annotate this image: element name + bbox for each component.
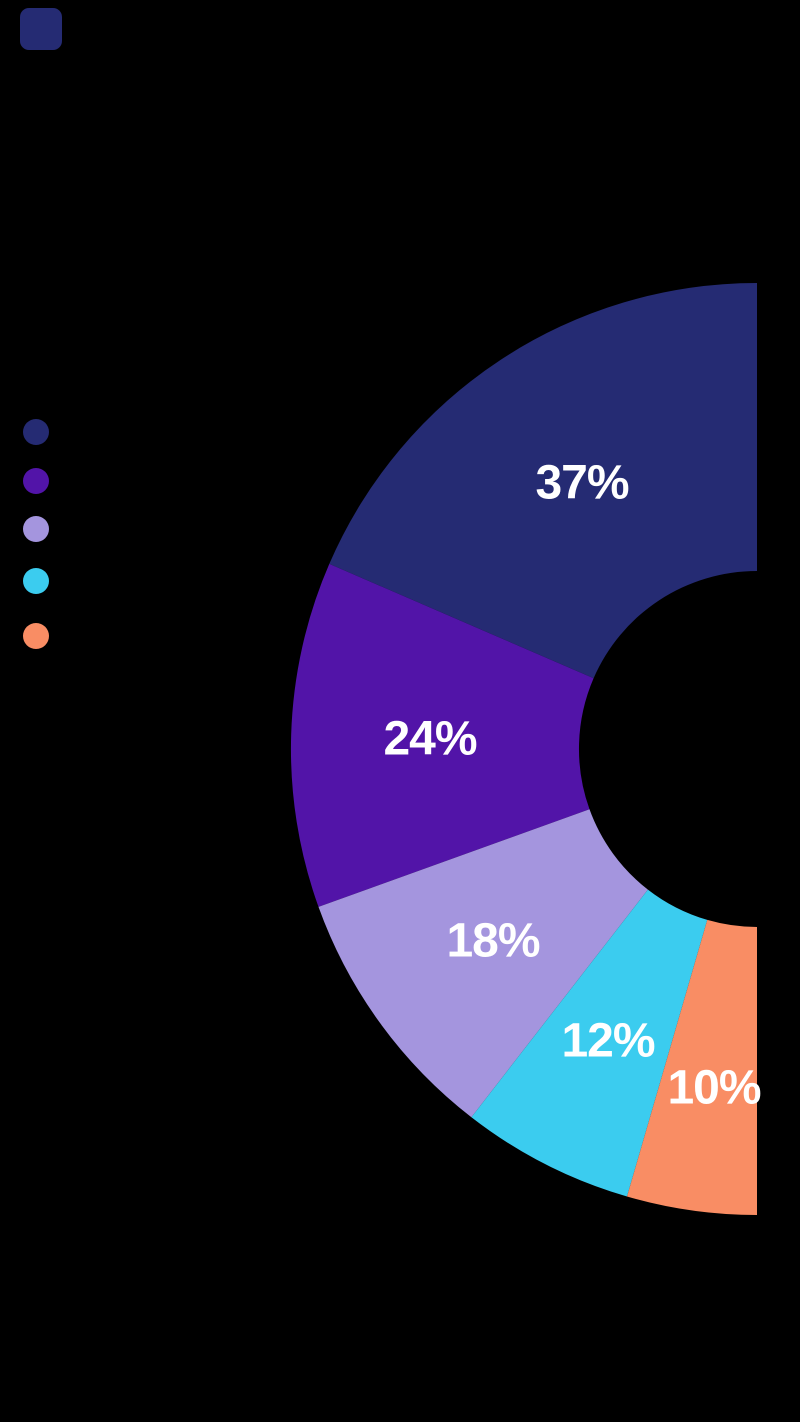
slice-label-3: 18% <box>446 915 539 968</box>
legend-marker-2[interactable] <box>23 468 49 494</box>
legend-marker-4[interactable] <box>23 568 49 594</box>
legend-marker-1[interactable] <box>23 419 49 445</box>
donut-slice-1 <box>329 283 757 679</box>
donut-slice-4 <box>471 889 708 1197</box>
slice-label-2: 24% <box>383 713 476 766</box>
donut-slice-3 <box>318 809 648 1118</box>
corner-badge <box>20 8 62 50</box>
slice-label-1: 37% <box>535 457 628 510</box>
slice-label-4: 12% <box>561 1015 654 1068</box>
slice-label-5: 10% <box>667 1062 760 1115</box>
donut-slice-5 <box>627 919 757 1216</box>
legend-marker-5[interactable] <box>23 623 49 649</box>
legend-marker-3[interactable] <box>23 516 49 542</box>
donut-slice-2 <box>290 563 594 907</box>
